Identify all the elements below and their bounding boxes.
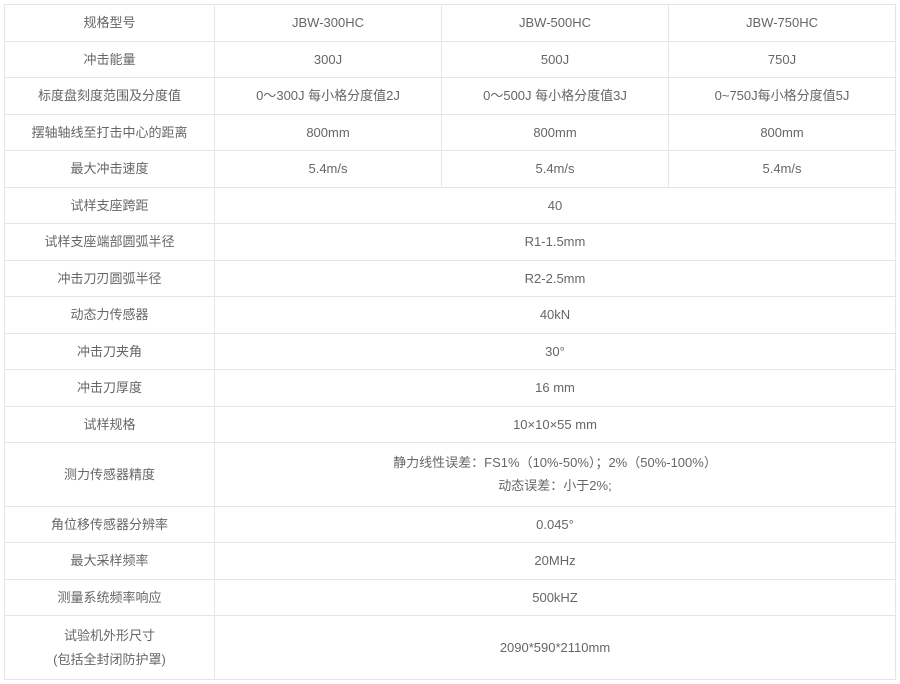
row-label: 试验机外形尺寸(包括全封闭防护罩)	[5, 616, 215, 680]
table-row: 冲击刀夹角30°	[5, 333, 896, 370]
row-value: 0～500J 每小格分度值3J	[442, 78, 669, 115]
row-label: 最大采样频率	[5, 543, 215, 580]
row-label: 冲击能量	[5, 41, 215, 78]
table-row: 冲击刀刃圆弧半径R2-2.5mm	[5, 260, 896, 297]
spec-table: 规格型号JBW-300HCJBW-500HCJBW-750HC冲击能量300J5…	[4, 4, 896, 680]
row-label: 角位移传感器分辨率	[5, 506, 215, 543]
table-row: 最大采样频率20MHz	[5, 543, 896, 580]
row-value-merged: 30°	[215, 333, 896, 370]
row-value-merged: 500kHZ	[215, 579, 896, 616]
row-value: 800mm	[442, 114, 669, 151]
table-row: 试验机外形尺寸(包括全封闭防护罩)2090*590*2110mm	[5, 616, 896, 680]
row-value: JBW-500HC	[442, 5, 669, 42]
row-label: 测量系统频率响应	[5, 579, 215, 616]
table-row: 冲击刀厚度16 mm	[5, 370, 896, 407]
row-label: 最大冲击速度	[5, 151, 215, 188]
row-value: 800mm	[669, 114, 896, 151]
table-row: 摆轴轴线至打击中心的距离800mm800mm800mm	[5, 114, 896, 151]
row-value: 0~750J每小格分度值5J	[669, 78, 896, 115]
row-value: 5.4m/s	[442, 151, 669, 188]
row-label: 摆轴轴线至打击中心的距离	[5, 114, 215, 151]
row-value: 5.4m/s	[669, 151, 896, 188]
row-value: 5.4m/s	[215, 151, 442, 188]
row-label: 试样支座跨距	[5, 187, 215, 224]
row-value-merged: 静力线性误差：FS1%（10%-50%）；2%（50%-100%）动态误差：小于…	[215, 443, 896, 507]
table-row: 试样支座跨距40	[5, 187, 896, 224]
table-row: 试样支座端部圆弧半径R1-1.5mm	[5, 224, 896, 261]
row-value: 500J	[442, 41, 669, 78]
row-value-merged: R1-1.5mm	[215, 224, 896, 261]
row-label: 冲击刀夹角	[5, 333, 215, 370]
row-value-merged: 40	[215, 187, 896, 224]
row-label: 试样规格	[5, 406, 215, 443]
row-label: 规格型号	[5, 5, 215, 42]
row-label: 动态力传感器	[5, 297, 215, 334]
row-label: 冲击刀厚度	[5, 370, 215, 407]
row-label: 冲击刀刃圆弧半径	[5, 260, 215, 297]
row-value-merged: 20MHz	[215, 543, 896, 580]
spec-table-body: 规格型号JBW-300HCJBW-500HCJBW-750HC冲击能量300J5…	[5, 5, 896, 680]
row-value: 750J	[669, 41, 896, 78]
row-value: 0～300J 每小格分度值2J	[215, 78, 442, 115]
table-row: 标度盘刻度范围及分度值0～300J 每小格分度值2J0～500J 每小格分度值3…	[5, 78, 896, 115]
table-row: 动态力传感器40kN	[5, 297, 896, 334]
row-label: 试样支座端部圆弧半径	[5, 224, 215, 261]
row-value-merged: R2-2.5mm	[215, 260, 896, 297]
table-row: 规格型号JBW-300HCJBW-500HCJBW-750HC	[5, 5, 896, 42]
table-row: 测力传感器精度静力线性误差：FS1%（10%-50%）；2%（50%-100%）…	[5, 443, 896, 507]
table-row: 测量系统频率响应500kHZ	[5, 579, 896, 616]
row-value: 800mm	[215, 114, 442, 151]
row-value-merged: 0.045°	[215, 506, 896, 543]
row-value-merged: 40kN	[215, 297, 896, 334]
row-value: 300J	[215, 41, 442, 78]
row-value: JBW-750HC	[669, 5, 896, 42]
table-row: 最大冲击速度5.4m/s5.4m/s5.4m/s	[5, 151, 896, 188]
table-row: 冲击能量300J500J750J	[5, 41, 896, 78]
table-row: 试样规格10×10×55 mm	[5, 406, 896, 443]
row-label: 标度盘刻度范围及分度值	[5, 78, 215, 115]
row-value-merged: 2090*590*2110mm	[215, 616, 896, 680]
row-value-merged: 10×10×55 mm	[215, 406, 896, 443]
row-value: JBW-300HC	[215, 5, 442, 42]
table-row: 角位移传感器分辨率0.045°	[5, 506, 896, 543]
row-value-merged: 16 mm	[215, 370, 896, 407]
row-label: 测力传感器精度	[5, 443, 215, 507]
